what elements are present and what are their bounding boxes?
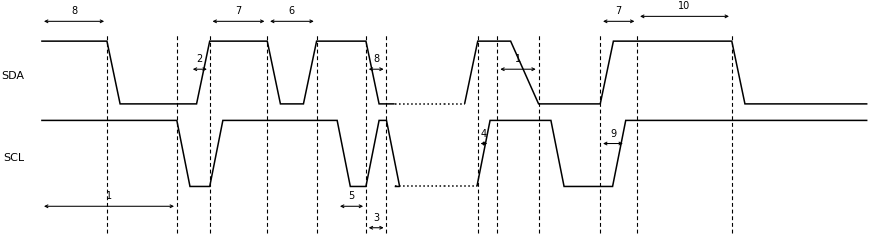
Text: 6: 6 xyxy=(289,6,295,16)
Text: 8: 8 xyxy=(373,54,379,64)
Text: 8: 8 xyxy=(71,6,77,16)
Text: 9: 9 xyxy=(610,129,616,139)
Text: 1: 1 xyxy=(515,54,521,64)
Text: 5: 5 xyxy=(348,191,354,201)
Text: SDA: SDA xyxy=(2,71,25,81)
Text: 10: 10 xyxy=(678,1,691,11)
Text: 4: 4 xyxy=(480,129,487,139)
Text: 2: 2 xyxy=(197,54,203,64)
Text: 1: 1 xyxy=(106,191,112,201)
Text: SCL: SCL xyxy=(4,153,25,163)
Text: 7: 7 xyxy=(615,6,622,16)
Text: 3: 3 xyxy=(373,213,379,223)
Text: 7: 7 xyxy=(235,6,242,16)
